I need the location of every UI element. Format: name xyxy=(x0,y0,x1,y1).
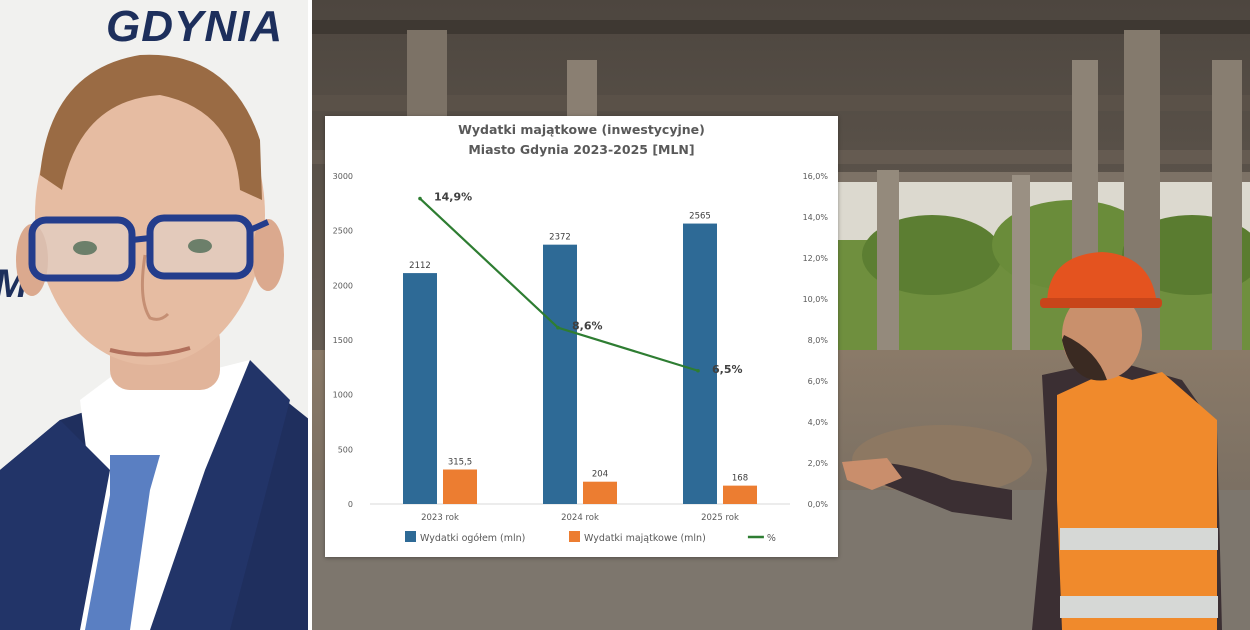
percent-data-label: 6,5% xyxy=(712,363,743,376)
y-left-tick-label: 0 xyxy=(348,500,353,509)
percent-point xyxy=(418,196,422,201)
panel-divider xyxy=(308,0,312,630)
legend-label: % xyxy=(767,533,776,544)
chart-subtitle: Miasto Gdynia 2023-2025 [MLN] xyxy=(468,142,695,157)
gdynia-logo: GDYNIA xyxy=(106,2,284,51)
bar-data-label: 315,5 xyxy=(448,458,472,468)
bar-data-label: 2372 xyxy=(549,233,571,243)
percent-point xyxy=(696,368,700,373)
legend-label: Wydatki ogółem (mln) xyxy=(420,533,525,544)
y-right-tick-label: 10,0% xyxy=(803,295,829,304)
y-right-tick-label: 2,0% xyxy=(808,459,829,468)
chart-plot: 0 500 1000 1500 2000 2500 3000 0,0% 2,0% 4,0% 6,0%… xyxy=(333,172,829,544)
bar xyxy=(543,244,577,505)
y-right-tick-label: 0,0% xyxy=(808,500,829,509)
percent-data-label: 14,9% xyxy=(434,191,472,204)
legend-label: Wydatki majątkowe (mln) xyxy=(584,533,706,544)
y-right-tick-label: 14,0% xyxy=(803,213,829,222)
x-tick-label: 2023 rok xyxy=(421,513,459,523)
bar-data-label: 2112 xyxy=(409,261,431,271)
y-left-tick-label: 500 xyxy=(338,445,353,454)
chart-card: Wydatki majątkowe (inwestycyjne) Miasto … xyxy=(325,116,838,557)
bar-data-label: 204 xyxy=(592,470,608,480)
y-left-tick-label: 1000 xyxy=(333,391,353,400)
bar xyxy=(443,469,477,504)
bar xyxy=(683,223,717,504)
bar-data-label: 2565 xyxy=(689,212,711,222)
percent-point xyxy=(556,325,560,330)
bar xyxy=(583,481,617,504)
y-right-tick-label: 6,0% xyxy=(808,377,829,386)
bar xyxy=(723,485,757,504)
x-tick-label: 2025 rok xyxy=(701,513,739,523)
y-left-tick-label: 2500 xyxy=(333,227,353,236)
y-left-tick-label: 1500 xyxy=(333,336,353,345)
portrait-photo: GDYNIA M xyxy=(0,0,310,630)
bar-data-label: 168 xyxy=(732,474,748,484)
percent-data-label: 8,6% xyxy=(572,320,603,333)
y-right-tick-label: 8,0% xyxy=(808,336,829,345)
legend-swatch xyxy=(405,531,416,542)
x-tick-label: 2024 rok xyxy=(561,513,599,523)
portrait-figure xyxy=(0,54,310,630)
y-right-tick-label: 4,0% xyxy=(808,418,829,427)
legend-swatch xyxy=(569,531,580,542)
y-left-tick-label: 2000 xyxy=(333,281,353,290)
y-right-tick-label: 12,0% xyxy=(803,254,829,263)
bar xyxy=(403,273,437,504)
y-left-tick-label: 3000 xyxy=(333,172,353,181)
y-right-tick-label: 16,0% xyxy=(803,172,829,181)
chart-title: Wydatki majątkowe (inwestycyjne) xyxy=(458,122,705,137)
